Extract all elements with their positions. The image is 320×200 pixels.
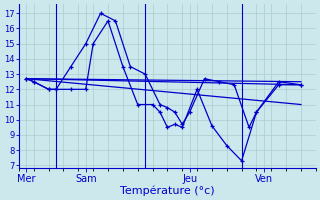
X-axis label: Température (°c): Température (°c): [120, 185, 215, 196]
